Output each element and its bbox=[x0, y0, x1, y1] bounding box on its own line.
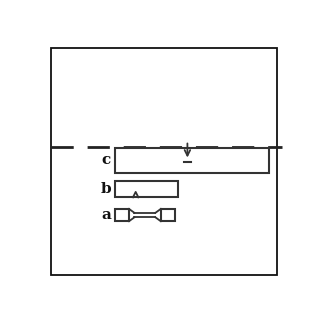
Bar bbox=[115, 181, 178, 197]
Text: c: c bbox=[101, 153, 111, 167]
Text: b: b bbox=[101, 182, 111, 196]
Text: a: a bbox=[101, 208, 111, 222]
Bar bbox=[115, 209, 129, 221]
Bar bbox=[161, 209, 175, 221]
Bar bbox=[115, 148, 269, 173]
